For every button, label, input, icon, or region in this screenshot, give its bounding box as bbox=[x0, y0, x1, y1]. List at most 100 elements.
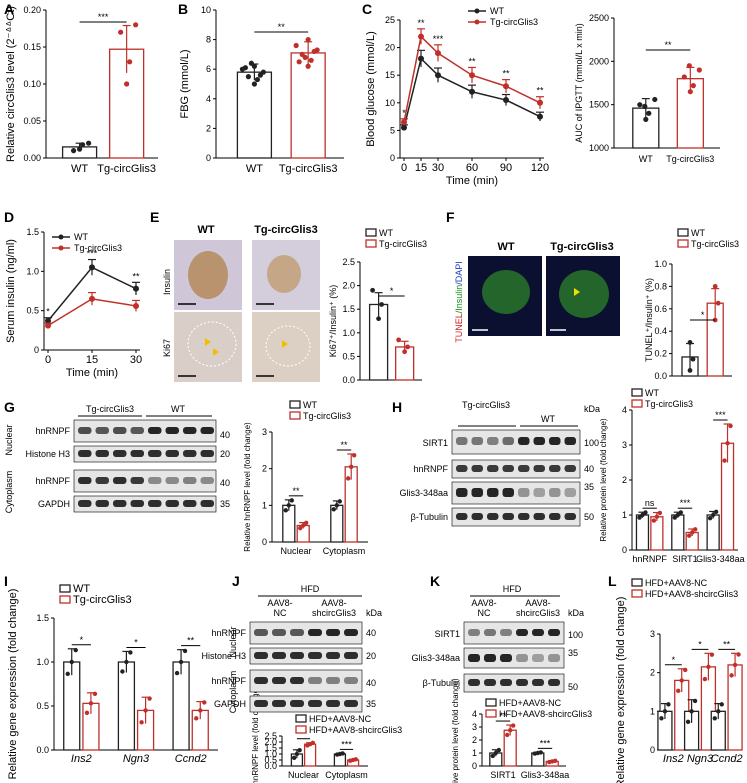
g-fraction-nuclear: Nuclear bbox=[4, 424, 14, 455]
chart-k-data-point bbox=[508, 728, 513, 733]
chart-h-data-point bbox=[678, 510, 683, 515]
g-band bbox=[95, 427, 109, 434]
h-bands bbox=[456, 437, 576, 520]
chart-i-data-point bbox=[198, 708, 203, 713]
chart-h-y-label: Relative protein level (fold change) bbox=[599, 418, 608, 542]
chart-c-data-point bbox=[537, 113, 543, 120]
chart-c-legend-marker bbox=[474, 19, 480, 25]
blot-strip bbox=[73, 495, 217, 513]
chart-l-x-tick-label: Ins2 bbox=[663, 753, 684, 765]
chart-l-data-point bbox=[676, 688, 681, 694]
chart-b-data-point bbox=[257, 72, 263, 78]
chart-c-y-tick-label: 25 bbox=[385, 15, 395, 25]
chart-h-y-tick-label: 0 bbox=[622, 545, 627, 555]
chart-l-data-point bbox=[716, 709, 721, 714]
k-band bbox=[500, 629, 512, 636]
g-band bbox=[200, 450, 214, 457]
chart-i-x-tick-label: Ins2 bbox=[71, 753, 92, 765]
chart-l-bar bbox=[727, 664, 743, 751]
chart-e-legend-label: WT bbox=[379, 228, 393, 238]
h-marker: 50 bbox=[584, 512, 594, 522]
chart-l-legend-label: HFD+AAV8-NC bbox=[645, 578, 708, 588]
chart-f-data-point bbox=[715, 300, 721, 306]
chart-f-legend-label: Tg-circGlis3 bbox=[691, 239, 739, 249]
blot-strip bbox=[451, 481, 581, 505]
ihc-islet-outline-wt bbox=[187, 321, 237, 367]
panel-e-micrographs: WT Tg-circGlis3 Insulin Ki67 bbox=[162, 224, 320, 382]
h-band bbox=[471, 465, 483, 472]
chart-h-x-tick-label: hnRNPF bbox=[632, 554, 667, 564]
chart-a-data-point bbox=[86, 140, 92, 146]
chart-b-data-point bbox=[305, 63, 311, 69]
h-band bbox=[549, 437, 561, 445]
g-band bbox=[113, 500, 127, 507]
chart-i-data-point bbox=[174, 670, 180, 676]
j-band bbox=[308, 700, 322, 707]
chart-f-y-tick-label: 0.0 bbox=[654, 371, 667, 381]
g-marker: 35 bbox=[220, 499, 230, 509]
chart-l-data-point bbox=[732, 662, 738, 668]
f-side-label: TUNEL/Insulin/DAPI bbox=[454, 261, 464, 343]
chart-a-y-tick-label: 0.05 bbox=[23, 116, 41, 126]
chart-k-data-point bbox=[511, 723, 516, 728]
chart-j-legend-label: HFD+AAV8-shcircGlis3 bbox=[309, 725, 402, 735]
chart-i-data-point bbox=[147, 696, 152, 701]
chart-b-data-point bbox=[302, 54, 308, 60]
chart-h-data-point bbox=[728, 423, 733, 429]
g-band bbox=[183, 427, 197, 434]
chart-i-sig-label: ** bbox=[187, 636, 195, 646]
chart-i-gene-expression: 0.0 0.5 1.0 1.5 * Ins2 * Ngn3 ** Ccnd2 Relative ge… bbox=[7, 583, 218, 779]
g-band bbox=[130, 500, 144, 507]
k-grp1b: NC bbox=[478, 608, 491, 618]
chart-c-y-tick-label: 20 bbox=[385, 43, 395, 53]
h-group-wt: WT bbox=[541, 414, 555, 424]
chart-d-y-tick-label: 1.5 bbox=[26, 227, 39, 237]
chart-c-data-point bbox=[469, 88, 475, 95]
g-group-tg: Tg-circGlis3 bbox=[86, 404, 134, 414]
j-band bbox=[254, 700, 268, 707]
chart-i-sig-label: * bbox=[80, 635, 84, 645]
chart-c2-data-point bbox=[643, 116, 649, 122]
chart-l-data-point bbox=[729, 673, 734, 678]
chart-h-data-point bbox=[640, 512, 645, 518]
chart-f-y-tick-label: 0.8 bbox=[654, 281, 667, 291]
chart-c-data-point bbox=[418, 55, 424, 62]
chart-l-data-point bbox=[659, 716, 664, 721]
k-band bbox=[500, 679, 512, 686]
j-band bbox=[290, 700, 304, 707]
chart-h-bar bbox=[635, 514, 650, 551]
chart-b-fbg: 0 2 4 6 8 10 WT Tg-circGlis3 ** FBG (mmol/L) bbox=[179, 5, 344, 175]
g-band-label: GAPDH bbox=[38, 499, 70, 509]
g-band bbox=[165, 500, 179, 507]
chart-l-data-point bbox=[709, 652, 715, 657]
chart-c2-y-label: AUC of IPGTT (mmol/L x min) bbox=[574, 23, 584, 143]
h-band bbox=[518, 488, 530, 497]
g-band-label: hnRNPF bbox=[35, 426, 70, 436]
chart-l-x-tick-label: Ngn3 bbox=[687, 753, 714, 765]
h-group-tg: Tg-circGlis3 bbox=[462, 400, 510, 410]
chart-b-bar bbox=[290, 52, 326, 159]
chart-d-legend-marker bbox=[58, 245, 64, 251]
panel-k-blot: HFD AAV8- NC AAV8- shcircGlis3 kDa SIRT1… bbox=[411, 584, 584, 693]
h-band bbox=[502, 437, 514, 445]
k-marker: 35 bbox=[568, 648, 578, 658]
chart-h-sig-label: ns bbox=[645, 498, 655, 508]
panel-letter-c: C bbox=[362, 1, 372, 17]
j-band bbox=[308, 652, 322, 659]
chart-l-legend-swatch bbox=[631, 578, 643, 587]
panel-letter-b: B bbox=[178, 1, 188, 17]
f-side-dapi: /DAPI bbox=[454, 261, 464, 285]
f-side-insulin: /Insulin bbox=[454, 285, 464, 314]
e-col-wt: WT bbox=[197, 224, 214, 236]
chart-l-sig-label: * bbox=[698, 639, 702, 649]
chart-k-legend-label: HFD+AAV8-NC bbox=[499, 698, 562, 708]
chart-b-data-point bbox=[308, 57, 314, 63]
chart-h-legend-swatch bbox=[631, 388, 643, 397]
chart-f-data-point bbox=[712, 284, 718, 289]
chart-j-y-tick-label: 0.5 bbox=[264, 755, 277, 765]
chart-i-data-point bbox=[202, 700, 207, 705]
chart-a-x-tick-label: Tg-circGlis3 bbox=[97, 163, 156, 175]
chart-j-sig-label: *** bbox=[341, 739, 352, 749]
chart-c-data-point bbox=[401, 124, 407, 131]
chart-l-data-point bbox=[662, 709, 668, 714]
